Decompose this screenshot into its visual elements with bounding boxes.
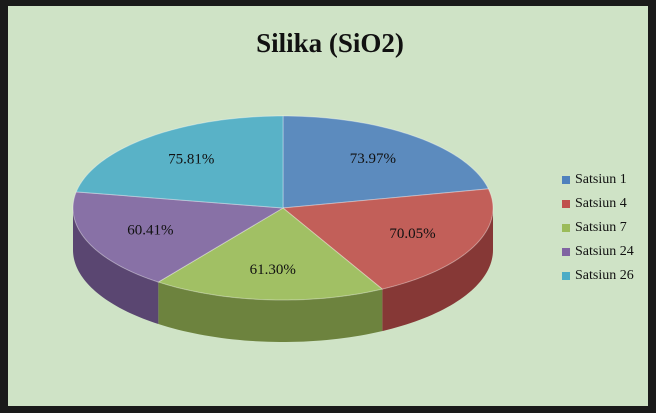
pie: 73.97% 70.05% 61.30% 60.41% 75.81% <box>72 115 494 342</box>
legend-swatch <box>562 248 570 256</box>
slice <box>75 115 284 209</box>
legend-swatch <box>562 176 570 184</box>
legend: Satsiun 1 Satsiun 4 Satsiun 7 Satsiun 24 Sat… <box>562 172 634 283</box>
legend-label: Satsiun 7 <box>575 220 627 235</box>
legend-label: Satsiun 4 <box>575 196 627 211</box>
data-label: 75.81% <box>168 151 214 167</box>
slice-side <box>382 208 493 332</box>
legend-swatch <box>562 272 570 280</box>
legend-label: Satsiun 24 <box>575 244 634 259</box>
data-label: 70.05% <box>389 226 435 242</box>
slice <box>72 191 285 283</box>
slice <box>281 188 494 290</box>
legend-label: Satsiun 26 <box>575 268 634 283</box>
legend-label: Satsiun 1 <box>575 172 627 187</box>
legend-swatch <box>562 200 570 208</box>
data-label: 60.41% <box>127 223 173 239</box>
chart-title: Silika (SiO2) <box>256 28 404 58</box>
slice <box>157 207 384 301</box>
slice-side <box>73 208 159 325</box>
data-label: 73.97% <box>350 151 396 167</box>
slice-side <box>158 282 383 342</box>
legend-swatch <box>562 224 570 232</box>
data-label: 61.30% <box>250 262 296 278</box>
slice <box>282 115 490 209</box>
